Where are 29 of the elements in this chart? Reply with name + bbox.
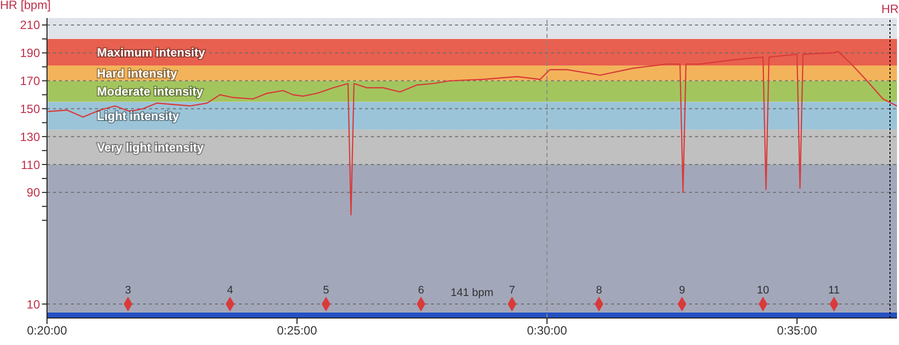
y-axis-title: HR [bpm] <box>0 0 51 12</box>
series-label: 3 <box>124 284 132 297</box>
series-label: 9 <box>678 284 686 297</box>
y-tick-label: 170 <box>20 74 40 88</box>
band-label: Hard intensity <box>97 66 178 80</box>
y-tick-label: 190 <box>20 46 40 60</box>
band-label: Light intensity <box>97 108 180 123</box>
y-tick-label: 150 <box>20 102 40 116</box>
series-label: 6 <box>418 284 424 297</box>
y-tick-label: 110 <box>20 158 40 172</box>
band-label: Very light intensity <box>97 140 204 154</box>
series-label: 7 <box>508 284 516 297</box>
series-label: 4 <box>226 284 234 297</box>
series-label: 10 <box>756 284 770 297</box>
x-tick-label: 0:30:00 <box>526 324 568 338</box>
y-tick-label: 210 <box>20 18 40 32</box>
x-tick-label: 0:25:00 <box>276 324 318 338</box>
ref-line-label: HR <box>881 2 899 16</box>
y-tick-label: 10 <box>26 297 40 312</box>
band-label: Moderate intensity <box>97 84 204 99</box>
band-label: Maximum intensity <box>97 45 206 60</box>
x-tick-label: 0:20:00 <box>26 324 68 338</box>
y-tick-label: 90 <box>26 186 40 200</box>
x-tick-label: 0:35:00 <box>776 324 818 338</box>
annotation: 141 bpm <box>450 287 494 299</box>
series-label: 5 <box>322 284 330 297</box>
series-label: 8 <box>596 284 602 297</box>
y-tick-label: 130 <box>20 130 40 144</box>
series-label: 11 <box>828 284 840 297</box>
